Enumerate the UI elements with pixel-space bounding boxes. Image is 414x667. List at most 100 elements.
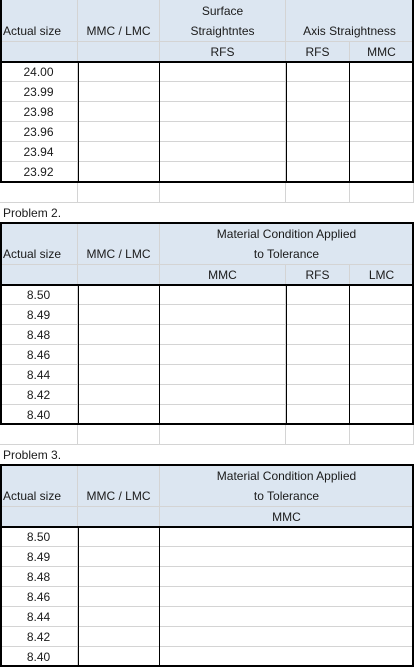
problem2-entry-cell[interactable] [350,385,414,405]
empty-cell[interactable] [78,183,160,203]
problem2-entry-cell[interactable] [160,285,286,305]
problem3-entry-cell[interactable] [78,567,160,587]
table1-entry-cell[interactable] [350,142,414,162]
table1-entry-cell[interactable] [350,62,414,82]
problem3-entry-cell[interactable] [78,587,160,607]
problem3-label-row[interactable]: Problem 3. [0,445,414,465]
problem2-entry-cell[interactable] [78,385,160,405]
empty-cell[interactable] [160,183,286,203]
subheader-mmc-axis[interactable]: MMC [350,42,414,62]
problem3-entry-cell[interactable] [78,647,160,667]
problem3-actual-size-cell[interactable]: 8.48 [0,567,78,587]
problem2-entry-cell[interactable] [160,305,286,325]
problem2-actual-size-cell[interactable]: 8.49 [0,305,78,325]
problem2-entry-cell[interactable] [160,385,286,405]
problem2-entry-cell[interactable] [350,285,414,305]
problem2-entry-cell[interactable] [78,365,160,385]
table1-entry-cell[interactable] [350,162,414,182]
table1-entry-cell[interactable] [160,142,286,162]
table1-actual-size-cell[interactable]: 23.96 [0,122,78,142]
problem2-entry-cell[interactable] [286,305,350,325]
p3-header-mmc-lmc[interactable]: MMC / LMC [78,465,160,507]
p2-header-mmc-lmc[interactable]: MMC / LMC [78,223,160,265]
table1-entry-cell[interactable] [160,122,286,142]
problem3-actual-size-cell[interactable]: 8.40 [0,647,78,667]
problem2-entry-cell[interactable] [286,405,350,425]
problem2-entry-cell[interactable] [350,405,414,425]
p2-subheader-empty-1[interactable] [0,265,78,285]
table1-entry-cell[interactable] [160,82,286,102]
table1-entry-cell[interactable] [78,142,160,162]
problem2-entry-cell[interactable] [286,285,350,305]
problem2-entry-cell[interactable] [160,365,286,385]
problem2-entry-cell[interactable] [160,345,286,365]
problem3-actual-size-cell[interactable]: 8.42 [0,627,78,647]
problem2-entry-cell[interactable] [350,325,414,345]
table1-entry-cell[interactable] [350,102,414,122]
problem3-entry-cell[interactable] [160,547,414,567]
p2-subheader-rfs[interactable]: RFS [286,265,350,285]
problem2-entry-cell[interactable] [78,405,160,425]
p3-subheader-mmc[interactable]: MMC [160,507,414,527]
header-surface-straightness[interactable]: Surface Straightntes [160,0,286,42]
problem2-label-row[interactable]: Problem 2. [0,203,414,223]
problem2-actual-size-cell[interactable]: 8.44 [0,365,78,385]
p3-header-material-condition[interactable]: Material Condition Applied to Tolerance [160,465,414,507]
problem3-actual-size-cell[interactable]: 8.50 [0,527,78,547]
problem2-actual-size-cell[interactable]: 8.46 [0,345,78,365]
table1-entry-cell[interactable] [78,162,160,182]
problem3-actual-size-cell[interactable]: 8.46 [0,587,78,607]
p2-subheader-mmc[interactable]: MMC [160,265,286,285]
table1-entry-cell[interactable] [78,62,160,82]
empty-cell[interactable] [160,425,286,445]
problem2-actual-size-cell[interactable]: 8.40 [0,405,78,425]
table1-entry-cell[interactable] [286,102,350,122]
problem2-entry-cell[interactable] [350,305,414,325]
problem2-entry-cell[interactable] [78,345,160,365]
empty-cell[interactable] [350,425,414,445]
table1-entry-cell[interactable] [286,122,350,142]
empty-cell[interactable] [0,425,78,445]
problem2-entry-cell[interactable] [286,385,350,405]
problem3-entry-cell[interactable] [160,647,414,667]
problem2-entry-cell[interactable] [78,325,160,345]
problem2-entry-cell[interactable] [350,345,414,365]
problem3-entry-cell[interactable] [160,627,414,647]
header-mmc-lmc[interactable]: MMC / LMC [78,0,160,42]
table1-entry-cell[interactable] [160,102,286,122]
problem2-entry-cell[interactable] [78,305,160,325]
subheader-empty-1[interactable] [0,42,78,62]
p3-subheader-empty-1[interactable] [0,507,78,527]
subheader-empty-2[interactable] [78,42,160,62]
problem3-entry-cell[interactable] [78,627,160,647]
p2-header-actual-size[interactable]: Actual size [0,223,78,265]
table1-entry-cell[interactable] [78,102,160,122]
table1-entry-cell[interactable] [286,62,350,82]
empty-cell[interactable] [350,183,414,203]
problem2-entry-cell[interactable] [286,365,350,385]
problem3-entry-cell[interactable] [78,607,160,627]
table1-actual-size-cell[interactable]: 23.98 [0,102,78,122]
table1-actual-size-cell[interactable]: 24.00 [0,62,78,82]
table1-entry-cell[interactable] [160,162,286,182]
problem3-entry-cell[interactable] [160,567,414,587]
table1-entry-cell[interactable] [350,122,414,142]
problem2-entry-cell[interactable] [286,325,350,345]
header-axis-straightness[interactable]: Axis Straightness [286,0,414,42]
table1-entry-cell[interactable] [350,82,414,102]
table1-actual-size-cell[interactable]: 23.94 [0,142,78,162]
problem3-entry-cell[interactable] [160,587,414,607]
problem3-entry-cell[interactable] [160,527,414,547]
p3-header-actual-size[interactable]: Actual size [0,465,78,507]
table1-entry-cell[interactable] [286,142,350,162]
table1-entry-cell[interactable] [78,122,160,142]
problem2-entry-cell[interactable] [350,365,414,385]
header-actual-size[interactable]: Actual size [0,0,78,42]
table1-entry-cell[interactable] [78,82,160,102]
problem2-actual-size-cell[interactable]: 8.42 [0,385,78,405]
p2-header-material-condition[interactable]: Material Condition Applied to Tolerance [160,223,414,265]
empty-cell[interactable] [0,183,78,203]
table1-entry-cell[interactable] [160,62,286,82]
problem2-entry-cell[interactable] [286,345,350,365]
problem2-actual-size-cell[interactable]: 8.50 [0,285,78,305]
